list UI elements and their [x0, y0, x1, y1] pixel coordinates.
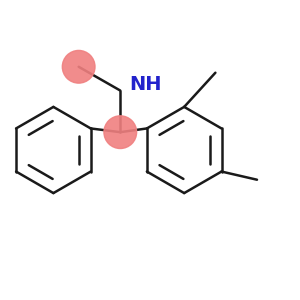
Circle shape	[104, 116, 136, 148]
Circle shape	[62, 50, 95, 83]
Text: NH: NH	[129, 75, 162, 94]
